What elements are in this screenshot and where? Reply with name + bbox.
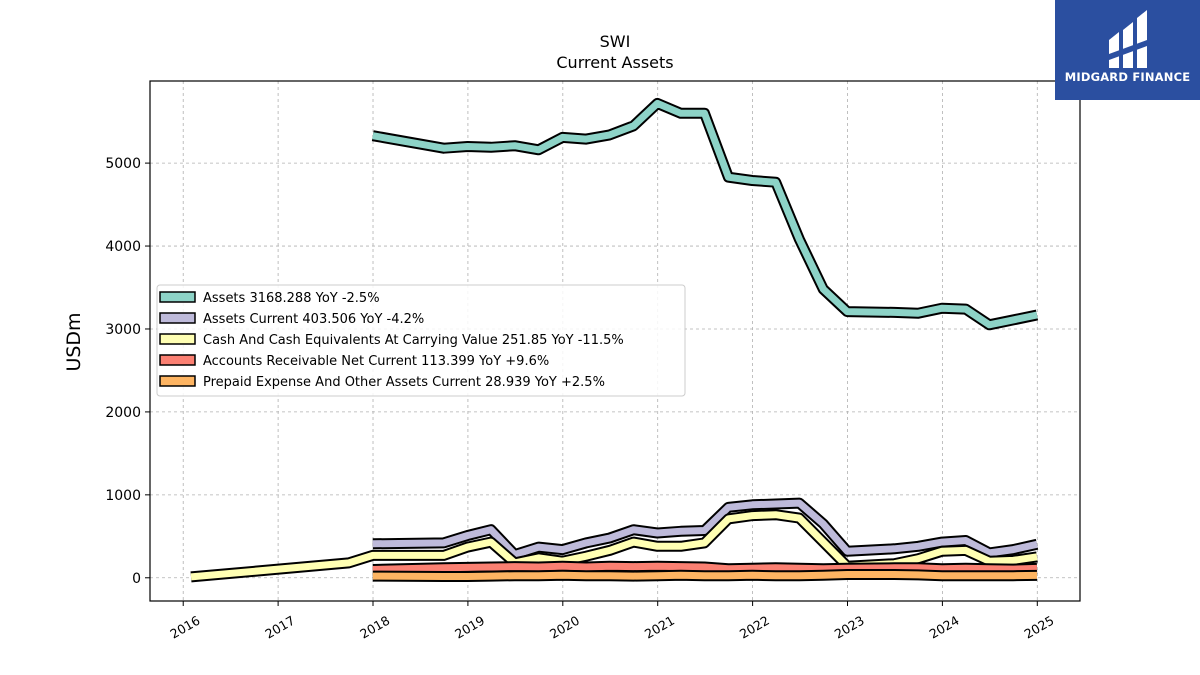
logo-text: MIDGARD FINANCE bbox=[1064, 70, 1191, 84]
series-line bbox=[190, 511, 1038, 581]
x-tick-label: 2017 bbox=[262, 613, 297, 642]
series-3 bbox=[372, 560, 1038, 575]
y-axis-label: USDm bbox=[63, 312, 85, 371]
x-tick-label: 2024 bbox=[927, 613, 962, 642]
x-tick-label: 2018 bbox=[357, 613, 392, 642]
series-line bbox=[372, 571, 1038, 580]
x-tick-label: 2021 bbox=[642, 613, 677, 642]
y-tick-label: 1000 bbox=[105, 488, 141, 504]
y-tick-label: 2000 bbox=[105, 405, 141, 421]
series-line bbox=[372, 99, 1038, 329]
y-tick-label: 3000 bbox=[105, 322, 141, 338]
legend-label: Prepaid Expense And Other Assets Current… bbox=[203, 375, 605, 390]
legend-swatch bbox=[159, 312, 196, 324]
chart-title: SWI bbox=[600, 32, 631, 51]
series-layer bbox=[190, 97, 1039, 583]
series-line bbox=[372, 499, 1038, 559]
legend-label: Assets Current 403.506 YoY -4.2% bbox=[203, 312, 424, 327]
x-tick-label: 2019 bbox=[452, 613, 487, 642]
legend-item: Accounts Receivable Net Current 113.399 … bbox=[159, 354, 549, 369]
series-2 bbox=[190, 509, 1038, 583]
legend-swatch bbox=[159, 375, 196, 387]
chart-subtitle: Current Assets bbox=[556, 53, 673, 72]
series-0 bbox=[371, 97, 1039, 331]
series-1 bbox=[372, 497, 1039, 561]
legend-swatch bbox=[159, 291, 196, 303]
legend-item: Cash And Cash Equivalents At Carrying Va… bbox=[159, 333, 624, 348]
series-line bbox=[372, 562, 1038, 573]
series-4 bbox=[372, 569, 1038, 582]
legend-item: Assets Current 403.506 YoY -4.2% bbox=[159, 312, 424, 327]
y-tick-label: 0 bbox=[132, 571, 141, 587]
legend-item: Prepaid Expense And Other Assets Current… bbox=[159, 375, 605, 390]
plot-frame bbox=[149, 80, 1081, 602]
logo-mark-icon bbox=[1109, 10, 1147, 68]
y-tick-label: 5000 bbox=[105, 156, 141, 172]
legend-box bbox=[156, 284, 686, 397]
legend: Assets 3168.288 YoY -2.5% Assets Current … bbox=[156, 284, 686, 397]
legend-item: Assets 3168.288 YoY -2.5% bbox=[159, 291, 380, 306]
x-tick-label: 2016 bbox=[167, 613, 202, 642]
legend-label: Cash And Cash Equivalents At Carrying Va… bbox=[203, 333, 624, 348]
x-tick-label: 2025 bbox=[1022, 613, 1057, 642]
legend-swatch bbox=[159, 333, 196, 345]
x-ticks: 2016 2017 2018 2019 2020 2021 2022 2023 2024 2025 bbox=[167, 601, 1057, 642]
legend-swatch bbox=[159, 354, 196, 366]
x-tick-label: 2023 bbox=[832, 613, 867, 642]
brand-logo: MIDGARD FINANCE bbox=[1055, 0, 1200, 100]
x-tick-label: 2022 bbox=[737, 613, 772, 642]
legend-label: Assets 3168.288 YoY -2.5% bbox=[203, 291, 380, 306]
legend-label: Accounts Receivable Net Current 113.399 … bbox=[203, 354, 549, 369]
y-tick-label: 4000 bbox=[105, 239, 141, 255]
x-tick-label: 2020 bbox=[547, 613, 582, 642]
y-ticks: 0 1000 2000 3000 4000 5000 bbox=[105, 156, 150, 587]
